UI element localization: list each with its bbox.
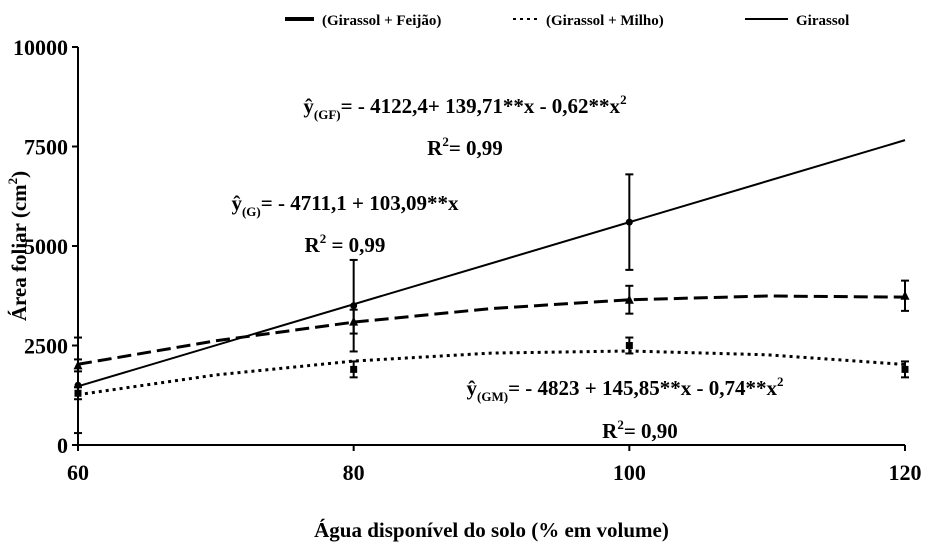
annotation: R2= 0,90 [602,417,678,443]
subscript: (GM) [477,389,508,404]
point [624,294,634,304]
x-tick-label: 60 [67,460,89,485]
text-part: = - 4823 + 145,85**x - 0,74**x [508,376,777,400]
superscript: 2 [777,374,784,389]
point [625,218,633,226]
text-part: ŷ [467,376,478,400]
superscript: 2 [320,231,327,246]
text-part: = - 4711,1 + 103,09**x [261,191,459,215]
legend-label: (Girassol + Milho) [546,13,664,29]
text-part: ) [7,171,31,178]
superscript: 2 [5,178,20,185]
y-tick-label: 10000 [13,35,68,60]
text-part: R [305,233,321,257]
y-tick-label: 2500 [24,334,68,359]
subscript: (G) [242,204,261,219]
annotation: R2= 0,99 [427,134,503,160]
subscript: (GF) [314,107,341,122]
y-tick-label: 0 [57,433,68,458]
x-tick-label: 120 [889,460,922,485]
text-part: ŷ [231,191,242,215]
point [350,302,358,310]
annotation: ŷ(GM)= - 4823 + 145,85**x - 0,74**x2 [467,374,784,404]
text-part: ŷ [303,94,314,118]
point [350,365,358,373]
point [900,290,910,300]
superscript: 2 [620,92,627,107]
x-axis-title: Água disponível do solo (% em volume) [314,518,669,542]
y-tick-label: 7500 [24,135,68,160]
superscript: 2 [442,134,449,149]
superscript: 2 [617,417,624,432]
x-tick-label: 100 [613,460,646,485]
point [625,342,633,349]
point [74,381,82,389]
legend-label: (Girassol + Feijão) [322,13,441,29]
y-axis-title: Área foliar (cm2) [5,171,31,321]
text-part: = 0,90 [624,419,678,443]
x-tick-label: 80 [343,460,365,485]
text-part: = 0,99 [449,136,503,160]
annotation: R2 = 0,99 [305,231,386,257]
text-part: R [602,419,618,443]
fit-line [77,139,906,388]
text-part: Área foliar (cm [7,184,31,321]
legend-label: Girassol [796,13,849,29]
point [901,365,909,373]
annotation: ŷ(GF)= - 4122,4+ 139,71**x - 0,62**x2 [303,92,626,122]
fit-line [77,294,906,366]
annotation: ŷ(G)= - 4711,1 + 103,09**x [231,191,459,219]
y-tick-label: 5000 [24,234,68,259]
fit-line [77,349,906,397]
text-part: R [427,136,443,160]
text-part: = - 4122,4+ 139,71**x - 0,62**x [341,94,621,118]
text-part: = 0,99 [326,233,385,257]
